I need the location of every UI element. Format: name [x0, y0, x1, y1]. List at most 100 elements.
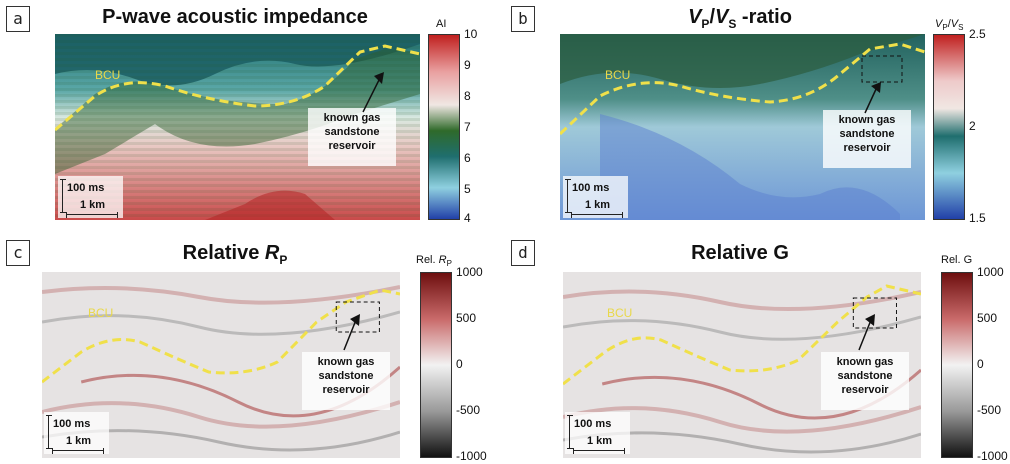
scale-distance-label: 1 km	[585, 199, 611, 211]
colorbar-tick: -1000	[456, 449, 487, 463]
gas-label-line: known gas	[317, 356, 375, 368]
title-text: Relative	[182, 242, 265, 264]
colorbar-label-r: R	[438, 254, 447, 266]
scale-distance-label: 1 km	[80, 199, 106, 211]
scale-distance-label: 1 km	[66, 435, 92, 447]
title-slash: /	[709, 6, 715, 28]
scale-distance-label: 1 km	[587, 435, 613, 447]
colorbar-tick: 1000	[977, 265, 1004, 279]
scale-time-label: 100 ms	[572, 182, 610, 194]
panel-letter: c	[6, 240, 30, 266]
colorbar-tick: -500	[456, 403, 481, 417]
colorbar-label-sub: P	[446, 259, 452, 269]
gas-reservoir-label: known gas sandstone reservoir	[821, 352, 909, 410]
bcu-label: BCU	[95, 68, 121, 82]
scale-bar: 100 ms 1 km	[565, 412, 630, 454]
colorbar-gradient	[420, 272, 452, 458]
colorbar-gradient	[933, 34, 965, 220]
colorbar-tick: 4	[464, 211, 471, 225]
colorbar-tick: 5	[464, 182, 471, 196]
colorbar-tick: 0	[977, 357, 984, 371]
colorbar-gradient	[941, 272, 973, 458]
panel-letter: a	[6, 6, 30, 32]
panel-title: VP/VS -ratio	[505, 6, 975, 31]
panel-c: c Relative RP BCU known gas sandstone re…	[0, 232, 505, 464]
panel-d: d Relative G BCU known gas sandstone res…	[505, 232, 1010, 464]
title-v: V	[688, 6, 702, 28]
gas-reservoir-label: known gas sandstone reservoir	[823, 110, 911, 168]
gas-label-line: known gas	[838, 114, 896, 126]
scale-time-label: 100 ms	[67, 182, 105, 194]
bcu-label: BCU	[605, 68, 631, 82]
panel-title: Relative RP	[0, 242, 470, 267]
colorbar: AI 10 9 8 7 6 5 4	[428, 18, 498, 225]
colorbar-tick: 2.5	[969, 27, 986, 41]
scale-horizontal	[66, 212, 118, 218]
scale-horizontal	[571, 212, 623, 218]
panel-title: P-wave acoustic impedance	[102, 6, 368, 28]
title-v: V	[715, 6, 729, 28]
colorbar: VP/VS 2.5 2 1.5	[933, 18, 1003, 225]
colorbar-tick: 0	[456, 357, 463, 371]
gas-arrow	[343, 314, 360, 351]
scale-time-label: 100 ms	[574, 418, 612, 430]
colorbar-label-sub: P	[942, 23, 948, 33]
colorbar-tick: 1000	[456, 265, 483, 279]
gas-label-line: sandstone	[839, 128, 895, 140]
colorbar: Rel. G 1000 500 0 -500 -1000	[941, 254, 1010, 463]
colorbar-label-v: V	[935, 18, 943, 30]
scale-vertical	[46, 415, 52, 449]
gas-label-line: reservoir	[841, 384, 889, 396]
colorbar-tick: -1000	[977, 449, 1008, 463]
bcu-label: BCU	[88, 306, 114, 320]
colorbar-tick: 8	[464, 89, 471, 103]
scale-horizontal	[573, 448, 625, 454]
scale-time-label: 100 ms	[53, 418, 91, 430]
panel-letter: d	[511, 240, 535, 266]
scale-vertical	[565, 179, 571, 213]
colorbar-tick: 500	[456, 311, 477, 325]
gas-arrow	[864, 82, 881, 114]
scale-bar: 100 ms 1 km	[563, 176, 628, 218]
colorbar: Rel. RP 1000 500 0 -500 -1000	[416, 254, 490, 463]
scale-vertical	[60, 179, 66, 213]
bcu-label: BCU	[607, 306, 633, 320]
colorbar-label-v: V	[950, 18, 959, 30]
panel-title: Relative G	[691, 242, 789, 264]
title-r: R	[264, 242, 280, 264]
gas-label-line: sandstone	[318, 370, 374, 382]
gas-arrow	[858, 314, 875, 351]
colorbar-label: VP/VS	[935, 18, 963, 32]
colorbar-label: Rel. G	[941, 254, 973, 266]
colorbar-tick: 7	[464, 120, 471, 134]
panel-b: b VP/VS -ratio BCU known gas sandstone r…	[505, 0, 1010, 232]
title-sub: P	[701, 17, 710, 31]
colorbar-tick: 500	[977, 311, 998, 325]
scale-horizontal	[52, 448, 104, 454]
scale-bar: 100 ms 1 km	[44, 412, 109, 454]
panel-letter: b	[511, 6, 535, 32]
colorbar-tick: 1.5	[969, 211, 986, 225]
colorbar-tick: 10	[464, 27, 478, 41]
colorbar-label: Rel. RP	[416, 254, 452, 268]
colorbar-tick: 9	[464, 58, 471, 72]
colorbar-label: AI	[436, 18, 447, 30]
colorbar-label-sub: S	[958, 23, 964, 33]
title-sub: P	[279, 253, 288, 267]
scale-bar: 100 ms 1 km	[58, 176, 123, 218]
gas-label-line: known gas	[836, 356, 894, 368]
gas-label-line: sandstone	[837, 370, 893, 382]
gas-label-line: reservoir	[843, 142, 891, 154]
colorbar-tick: 2	[969, 119, 976, 133]
gas-label-line: sandstone	[324, 126, 380, 138]
gas-label-line: known gas	[323, 112, 381, 124]
gas-label-line: reservoir	[322, 384, 370, 396]
gas-arrow	[362, 72, 384, 113]
panel-a: a P-wave acoustic impedance BCU known ga…	[0, 0, 505, 232]
gas-label-line: reservoir	[328, 140, 376, 152]
colorbar-label-slash: /	[947, 18, 951, 30]
colorbar-tick: 6	[464, 151, 471, 165]
gas-reservoir-label: known gas sandstone reservoir	[308, 108, 396, 166]
title-sub: S	[728, 17, 737, 31]
colorbar-label-text: Rel.	[416, 254, 439, 266]
